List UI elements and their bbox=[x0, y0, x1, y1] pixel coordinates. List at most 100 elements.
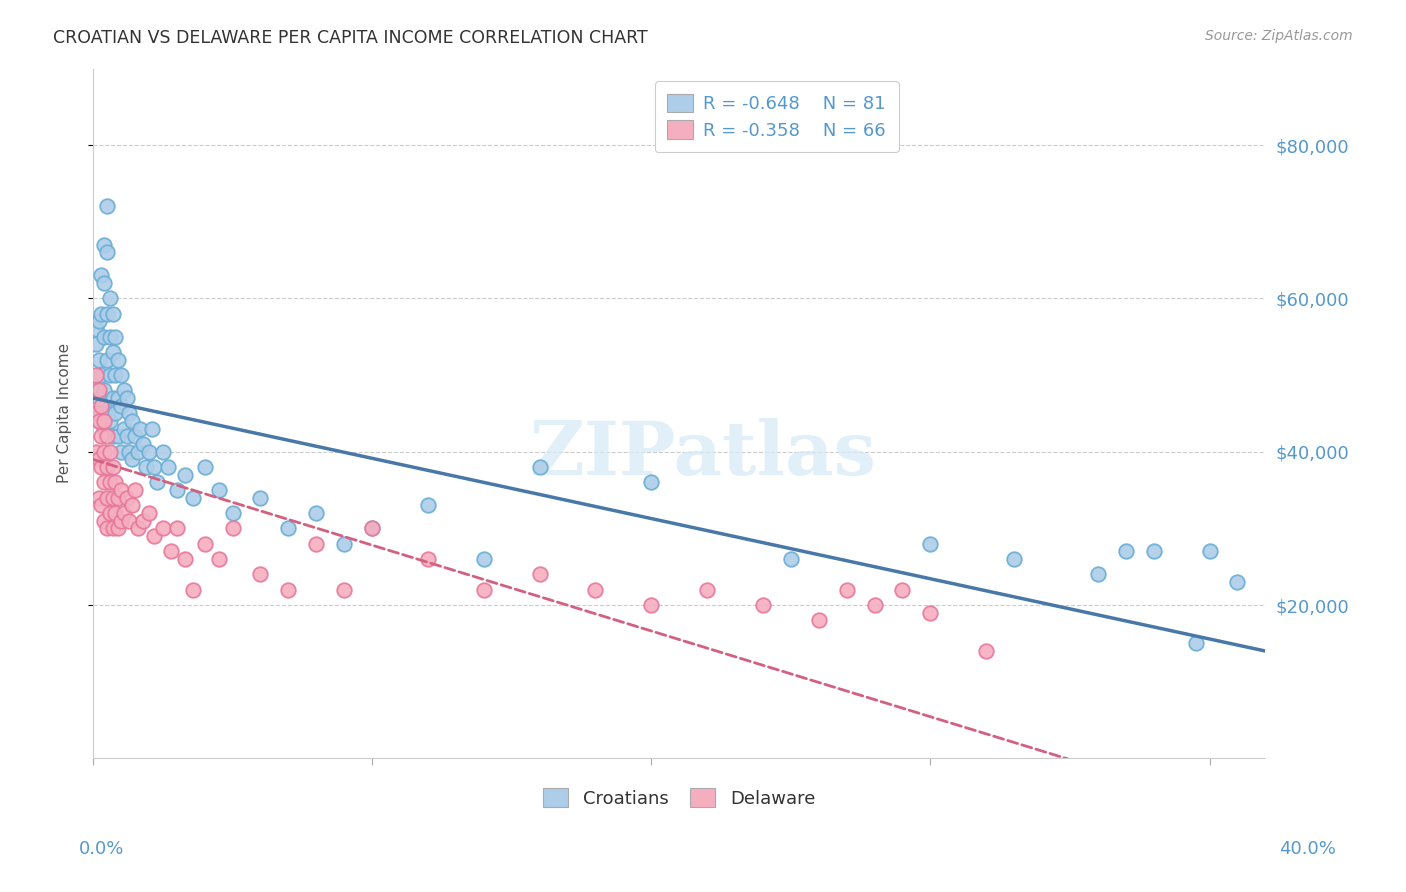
Point bbox=[96, 352, 118, 367]
Point bbox=[472, 552, 495, 566]
Point bbox=[93, 514, 115, 528]
Point bbox=[138, 506, 160, 520]
Point bbox=[249, 491, 271, 505]
Point bbox=[96, 429, 118, 443]
Y-axis label: Per Capita Income: Per Capita Income bbox=[58, 343, 72, 483]
Point bbox=[84, 384, 107, 398]
Point bbox=[194, 537, 217, 551]
Point bbox=[529, 460, 551, 475]
Point bbox=[87, 352, 110, 367]
Point bbox=[333, 582, 356, 597]
Point bbox=[1087, 567, 1109, 582]
Point bbox=[118, 444, 141, 458]
Point bbox=[143, 529, 166, 543]
Point bbox=[361, 521, 384, 535]
Point bbox=[891, 582, 914, 597]
Point bbox=[696, 582, 718, 597]
Point bbox=[112, 506, 135, 520]
Point bbox=[101, 491, 124, 505]
Point bbox=[1002, 552, 1025, 566]
Point bbox=[98, 506, 121, 520]
Point bbox=[93, 330, 115, 344]
Text: 40.0%: 40.0% bbox=[1279, 840, 1336, 858]
Point bbox=[110, 444, 132, 458]
Point bbox=[104, 475, 127, 490]
Point bbox=[135, 460, 157, 475]
Point bbox=[121, 414, 143, 428]
Point bbox=[96, 521, 118, 535]
Point bbox=[207, 483, 229, 497]
Point bbox=[127, 444, 149, 458]
Point bbox=[124, 429, 146, 443]
Point bbox=[107, 491, 129, 505]
Point bbox=[333, 537, 356, 551]
Point bbox=[277, 582, 299, 597]
Point bbox=[157, 460, 180, 475]
Point bbox=[146, 475, 169, 490]
Point bbox=[115, 391, 138, 405]
Point bbox=[93, 384, 115, 398]
Point bbox=[166, 521, 188, 535]
Point bbox=[93, 422, 115, 436]
Point bbox=[472, 582, 495, 597]
Point bbox=[779, 552, 801, 566]
Point bbox=[361, 521, 384, 535]
Point bbox=[104, 368, 127, 383]
Text: Source: ZipAtlas.com: Source: ZipAtlas.com bbox=[1205, 29, 1353, 43]
Point bbox=[101, 521, 124, 535]
Point bbox=[96, 245, 118, 260]
Point bbox=[305, 506, 328, 520]
Point bbox=[585, 582, 607, 597]
Point bbox=[183, 491, 205, 505]
Point bbox=[863, 598, 886, 612]
Point bbox=[101, 307, 124, 321]
Point bbox=[98, 414, 121, 428]
Point bbox=[87, 414, 110, 428]
Point bbox=[87, 314, 110, 328]
Point bbox=[115, 429, 138, 443]
Point bbox=[90, 368, 112, 383]
Point bbox=[416, 499, 439, 513]
Point bbox=[101, 391, 124, 405]
Point bbox=[87, 391, 110, 405]
Point bbox=[96, 199, 118, 213]
Point bbox=[98, 292, 121, 306]
Point bbox=[249, 567, 271, 582]
Point bbox=[305, 537, 328, 551]
Point bbox=[93, 475, 115, 490]
Point bbox=[1115, 544, 1137, 558]
Point bbox=[221, 521, 243, 535]
Point bbox=[84, 444, 107, 458]
Text: CROATIAN VS DELAWARE PER CAPITA INCOME CORRELATION CHART: CROATIAN VS DELAWARE PER CAPITA INCOME C… bbox=[53, 29, 648, 46]
Point bbox=[90, 307, 112, 321]
Point bbox=[107, 521, 129, 535]
Point bbox=[1198, 544, 1220, 558]
Point bbox=[112, 384, 135, 398]
Point bbox=[104, 406, 127, 420]
Point bbox=[107, 429, 129, 443]
Point bbox=[104, 330, 127, 344]
Point bbox=[87, 452, 110, 467]
Point bbox=[104, 506, 127, 520]
Point bbox=[1143, 544, 1166, 558]
Point bbox=[98, 444, 121, 458]
Point bbox=[529, 567, 551, 582]
Point bbox=[118, 514, 141, 528]
Point bbox=[166, 483, 188, 497]
Point bbox=[96, 491, 118, 505]
Point bbox=[115, 491, 138, 505]
Point bbox=[110, 368, 132, 383]
Point bbox=[93, 237, 115, 252]
Point bbox=[87, 384, 110, 398]
Point bbox=[96, 307, 118, 321]
Point bbox=[96, 460, 118, 475]
Point bbox=[124, 483, 146, 497]
Point bbox=[121, 452, 143, 467]
Point bbox=[143, 460, 166, 475]
Point bbox=[640, 598, 662, 612]
Point bbox=[920, 537, 942, 551]
Point bbox=[90, 268, 112, 283]
Text: ZIPatlas: ZIPatlas bbox=[529, 418, 876, 491]
Point bbox=[807, 613, 830, 627]
Point bbox=[107, 352, 129, 367]
